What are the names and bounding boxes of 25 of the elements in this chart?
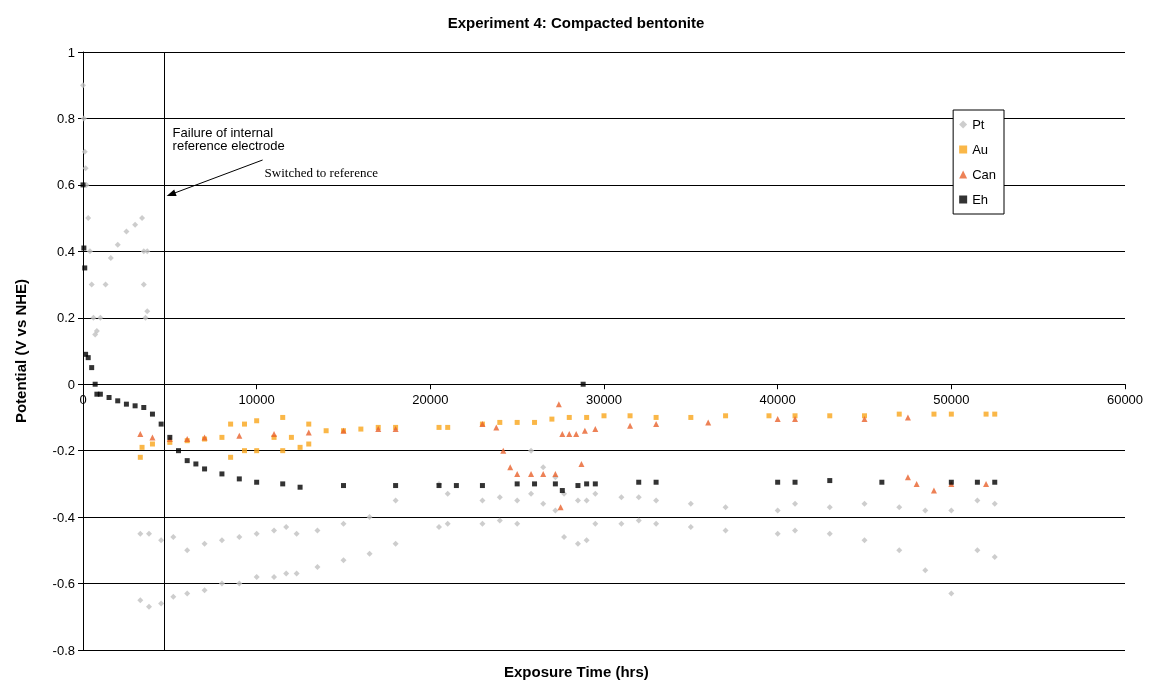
y-tick-label: -0.8 [52,642,75,658]
y-tick-label: 0.8 [56,110,75,126]
y-axis-title: Potential (V vs NHE) [12,278,29,424]
x-tick-label: 60000 [1106,392,1144,408]
ref-line-label: Failure of internal reference electrode [172,125,285,153]
y-tick-label: 0 [67,376,75,392]
y-tick-label: 0.4 [56,243,75,259]
x-tick-label: 30000 [585,392,623,408]
x-tick-label: 40000 [759,392,796,408]
y-tick-label: -0.6 [52,576,75,592]
y-tick-label: 0.2 [56,310,75,326]
x-axis-title: Exposure Time (hrs) [504,663,649,680]
legend-label: Eh [972,192,989,207]
y-tick-label: -0.2 [52,443,75,459]
x-tick-label: 50000 [933,392,970,408]
chart-title: Experiment 4: Compacted bentonite [447,14,705,31]
legend-label: Can [972,167,997,182]
y-tick-label: -0.4 [52,509,75,525]
x-tick-label: 20000 [412,392,449,408]
x-tick-label: 10000 [238,392,275,408]
annotation: Switched to reference [264,165,379,180]
y-tick-label: 0.6 [56,177,75,193]
legend-label: Au [972,142,989,157]
y-tick-label: 1 [67,44,75,60]
legend-label: Pt [972,117,985,132]
